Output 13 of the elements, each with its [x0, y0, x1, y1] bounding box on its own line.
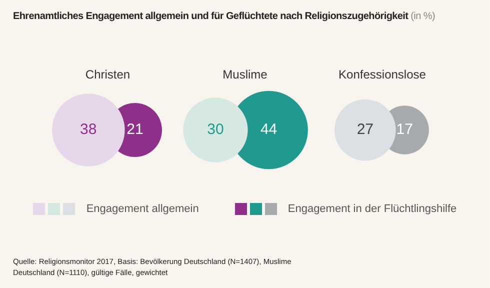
- legend-label: Engagement in der Flüchtlingshilfe: [288, 203, 457, 215]
- data-label: 38: [80, 121, 97, 138]
- data-label: 27: [356, 121, 374, 138]
- category-label: Muslime: [222, 67, 268, 82]
- text: Ehrenamtliches Engagement allgemein und für Geflüchtete nach Religionszugehörigkeit: [13, 11, 408, 22]
- legend-label: Engagement allgemein: [86, 203, 199, 215]
- data-label: 44: [260, 121, 278, 138]
- category-label: Christen: [85, 67, 130, 82]
- category-label: Konfessionslose: [338, 67, 426, 82]
- text: (in %): [410, 11, 435, 22]
- data-label: 30: [207, 121, 224, 138]
- data-label: 21: [126, 121, 144, 138]
- data-label: 17: [396, 121, 413, 138]
